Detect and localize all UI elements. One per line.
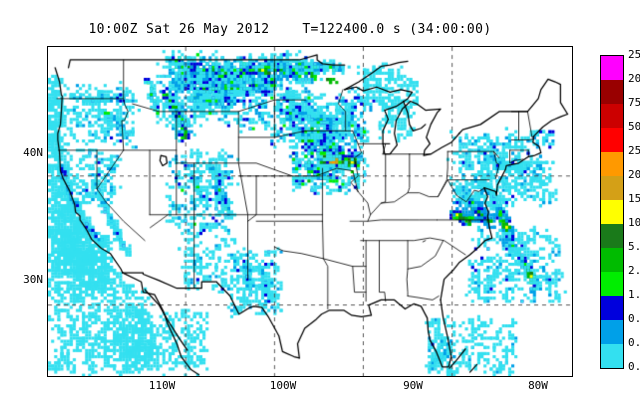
colorbar-tick-15: 15. (628, 192, 640, 205)
colorbar-tick-50: 50. (628, 120, 640, 133)
lon-label-100w: 100W (269, 379, 297, 392)
colorbar-tick-1: 1. (628, 288, 640, 301)
colorbar-tick-5: 5. (628, 240, 640, 253)
colorbar-band-2 (601, 272, 623, 296)
colorbar-band-15 (601, 200, 623, 224)
colorbar-tick-200: 200. (628, 72, 640, 85)
colorbar-tick-001: 0.01 (628, 360, 640, 373)
colorbar-tick-20: 20. (628, 168, 640, 181)
colorbar-band-75 (601, 104, 623, 128)
colorbar-band-200 (601, 80, 623, 104)
colorbar-band-5 (601, 248, 623, 272)
lat-label-30n: 30N (23, 273, 43, 286)
colorbar (600, 55, 624, 369)
colorbar-tick-010: 0.10 (628, 336, 640, 349)
colorbar-band-1 (601, 296, 623, 320)
lon-label-80w: 80W (528, 379, 548, 392)
colorbar-band-025 (601, 320, 623, 344)
colorbar-tick-25: 25. (628, 144, 640, 157)
lat-label-40n: 40N (23, 146, 43, 159)
colorbar-band-25 (601, 152, 623, 176)
colorbar-band-250 (601, 56, 623, 80)
colorbar-tick-75: 75. (628, 96, 640, 109)
colorbar-band-50 (601, 128, 623, 152)
lon-label-90w: 90W (403, 379, 423, 392)
colorbar-band-20 (601, 176, 623, 200)
colorbar-tick-250: 250. (628, 48, 640, 61)
colorbar-tick-025: 0.25 (628, 312, 640, 325)
lon-label-110w: 110W (148, 379, 176, 392)
colorbar-band-010 (601, 344, 623, 368)
colorbar-band-10 (601, 224, 623, 248)
precipitation-map (47, 46, 573, 377)
colorbar-tick-10: 10. (628, 216, 640, 229)
colorbar-tick-2: 2. (628, 264, 640, 277)
page-title: 10:00Z Sat 26 May 2012 T=122400.0 s (34:… (88, 22, 492, 37)
map-canvas (48, 47, 572, 376)
